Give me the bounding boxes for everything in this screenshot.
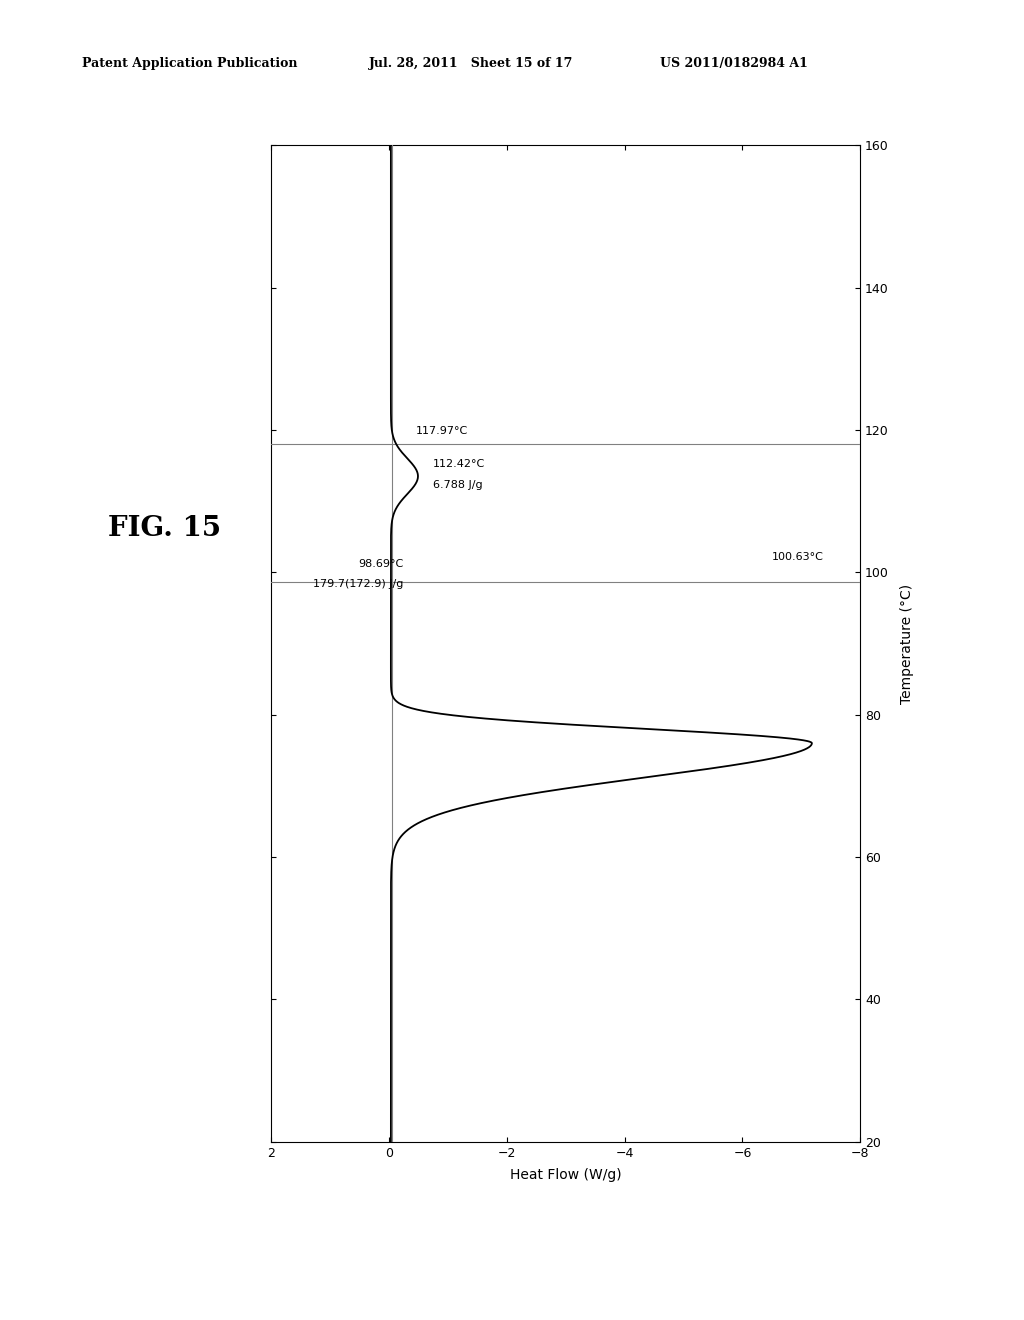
Y-axis label: Temperature (°C): Temperature (°C)	[900, 583, 914, 704]
Text: Jul. 28, 2011   Sheet 15 of 17: Jul. 28, 2011 Sheet 15 of 17	[369, 57, 573, 70]
Text: FIG. 15: FIG. 15	[108, 515, 220, 541]
Text: 179.7(172.9) J/g: 179.7(172.9) J/g	[313, 579, 403, 590]
Text: 98.69°C: 98.69°C	[358, 558, 403, 569]
Text: 117.97°C: 117.97°C	[416, 425, 468, 436]
Text: 100.63°C: 100.63°C	[772, 552, 823, 561]
Text: 6.788 J/g: 6.788 J/g	[433, 479, 483, 490]
Text: US 2011/0182984 A1: US 2011/0182984 A1	[660, 57, 808, 70]
Text: Patent Application Publication: Patent Application Publication	[82, 57, 297, 70]
Text: 112.42°C: 112.42°C	[433, 459, 485, 469]
X-axis label: Heat Flow (W/g): Heat Flow (W/g)	[510, 1168, 622, 1181]
